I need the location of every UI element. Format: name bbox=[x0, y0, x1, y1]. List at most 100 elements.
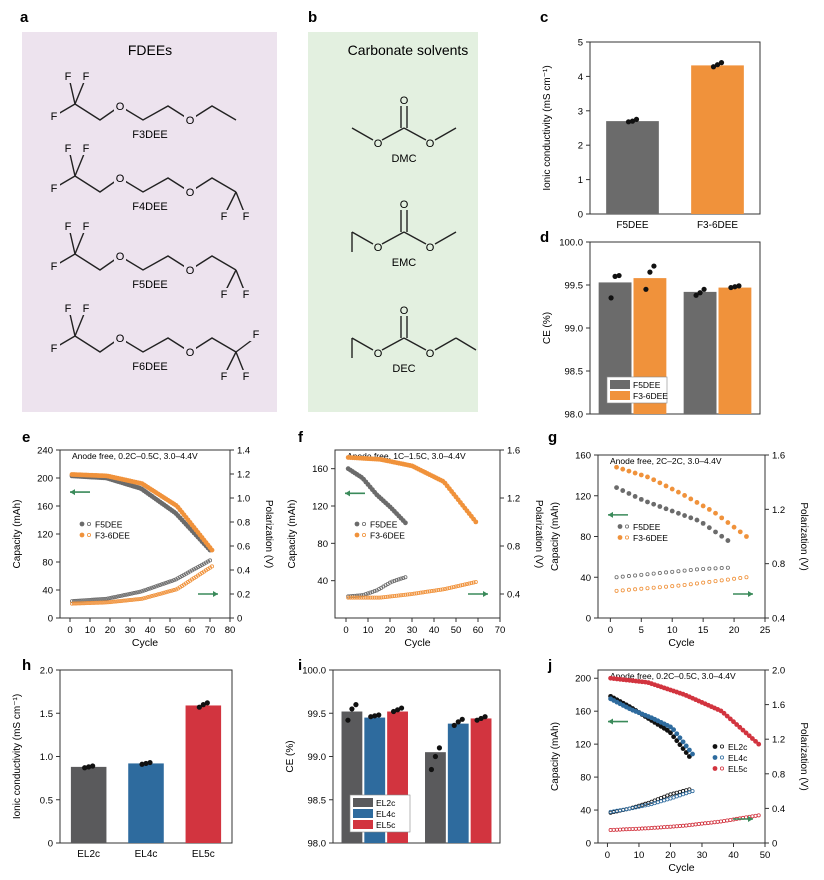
fluorine-atom: F bbox=[221, 289, 228, 301]
polarization-point bbox=[370, 589, 375, 594]
polarization-point bbox=[195, 565, 200, 570]
capacity-point bbox=[473, 519, 479, 525]
capacity-point bbox=[668, 730, 673, 736]
polarization-point bbox=[460, 582, 465, 587]
polarization-point bbox=[175, 576, 180, 581]
polarization-point bbox=[167, 589, 172, 594]
legend-label-F5DEE: F5DEE bbox=[95, 520, 123, 530]
bond bbox=[57, 335, 76, 347]
legend-marker-F3-6DEE bbox=[354, 532, 360, 538]
chart-annotation: Anode free, 2C–2C, 3.0–4.4V bbox=[610, 456, 722, 466]
polarization-point bbox=[725, 565, 730, 570]
polarization-point bbox=[72, 601, 77, 606]
polarization-point bbox=[169, 588, 174, 593]
left-axis-arrow-head bbox=[608, 511, 613, 518]
data-point bbox=[710, 64, 717, 70]
left-axis-tick-label: 3 bbox=[578, 106, 583, 117]
polarization-point bbox=[106, 600, 111, 605]
oxygen-atom: O bbox=[400, 199, 409, 211]
molecule-DEC: O O O DEC bbox=[351, 305, 477, 375]
series-F3-6DEE bbox=[345, 455, 479, 600]
right-axis-tick-label: 0.6 bbox=[237, 542, 250, 553]
polarization-point bbox=[209, 564, 214, 569]
left-axis-title: Capacity (mAh) bbox=[287, 500, 298, 569]
data-point bbox=[633, 116, 640, 122]
polarization-point bbox=[122, 593, 127, 598]
data-point bbox=[390, 708, 397, 715]
skeleton-bond bbox=[74, 253, 237, 271]
fluorine-atom: F bbox=[243, 371, 250, 383]
polarization-point bbox=[381, 595, 386, 600]
bond bbox=[225, 351, 237, 373]
data-point bbox=[728, 284, 734, 291]
left-axis-tick-label: 99.5 bbox=[565, 281, 584, 292]
legend-swatch-EL4c bbox=[353, 809, 373, 818]
polarization-point bbox=[401, 592, 406, 597]
polarization-point bbox=[398, 593, 403, 598]
series-F3-6DEE bbox=[614, 464, 749, 593]
fluorine-atom: F bbox=[83, 71, 90, 83]
capacity-point bbox=[638, 496, 644, 502]
capacity-point bbox=[669, 486, 675, 492]
polarization-point bbox=[753, 813, 758, 818]
polarization-point bbox=[80, 601, 85, 606]
polarization-point bbox=[687, 787, 692, 792]
right-axis-tick-label: 1.2 bbox=[237, 470, 250, 481]
polarization-point bbox=[416, 591, 421, 596]
bond bbox=[225, 191, 237, 213]
data-point bbox=[200, 702, 206, 708]
polarization-point bbox=[440, 587, 445, 592]
polarization-point bbox=[161, 581, 166, 586]
capacity-point bbox=[657, 504, 663, 509]
molecule-name-F4DEE: F4DEE bbox=[132, 201, 167, 213]
chart-c: c 0 1 2 3 4 5 Ionic conductivity (mS cm⁻¹) F5DEE… bbox=[540, 9, 761, 231]
left-axis-tick-label: 240 bbox=[37, 446, 53, 457]
x-axis-tick-label: 40 bbox=[429, 625, 440, 636]
oxygen-atom: O bbox=[116, 251, 125, 263]
polarization-point bbox=[348, 595, 353, 600]
polarization-point bbox=[139, 596, 144, 601]
legend-marker-EL5c bbox=[720, 766, 725, 771]
polarization-point bbox=[640, 826, 645, 831]
x-axis-tick-label: 50 bbox=[165, 625, 176, 636]
polarization-point bbox=[434, 588, 439, 593]
x-axis-tick-label: 10 bbox=[667, 625, 678, 636]
polarization-point bbox=[458, 583, 463, 588]
legend-marker-F3-6DEE bbox=[79, 532, 85, 538]
bar-F3-6DEE bbox=[718, 287, 752, 414]
category-label: F3-6DEE bbox=[697, 220, 738, 231]
fluorine-atom: F bbox=[83, 221, 90, 233]
left-axis-tick-label: 200 bbox=[37, 474, 53, 485]
right-axis-tick-label: 2.0 bbox=[772, 666, 785, 677]
x-axis-tick-label: 25 bbox=[760, 625, 771, 636]
data-point bbox=[482, 714, 488, 720]
right-axis-tick-label: 1.6 bbox=[507, 446, 520, 457]
legend-label-EL4c: EL4c bbox=[376, 809, 396, 819]
bond bbox=[69, 81, 76, 105]
polarization-point bbox=[110, 595, 115, 600]
polarization-point bbox=[94, 600, 99, 605]
polarization-point bbox=[707, 566, 712, 571]
polarization-point bbox=[143, 595, 148, 600]
x-axis-tick-label: 30 bbox=[407, 625, 418, 636]
polarization-point bbox=[96, 600, 101, 605]
left-axis-tick-label: 120 bbox=[312, 502, 328, 513]
polarization-point bbox=[627, 827, 632, 832]
legend-label-EL5c: EL5c bbox=[728, 764, 748, 774]
data-point bbox=[616, 272, 622, 279]
data-point bbox=[647, 269, 653, 275]
left-axis-tick-label: 120 bbox=[37, 530, 53, 541]
capacity-point bbox=[682, 513, 687, 518]
polarization-point bbox=[690, 789, 695, 794]
polarization-point bbox=[646, 826, 651, 831]
bar-F5DEE bbox=[606, 121, 659, 214]
left-axis-tick-label: 120 bbox=[575, 740, 591, 751]
capacity-point bbox=[614, 464, 619, 470]
oxygen-atom: O bbox=[186, 347, 195, 359]
capacity-point bbox=[680, 746, 686, 751]
polarization-point bbox=[614, 575, 619, 580]
legend-marker-EL4c bbox=[720, 755, 725, 760]
left-axis-tick-label: 160 bbox=[575, 707, 591, 718]
